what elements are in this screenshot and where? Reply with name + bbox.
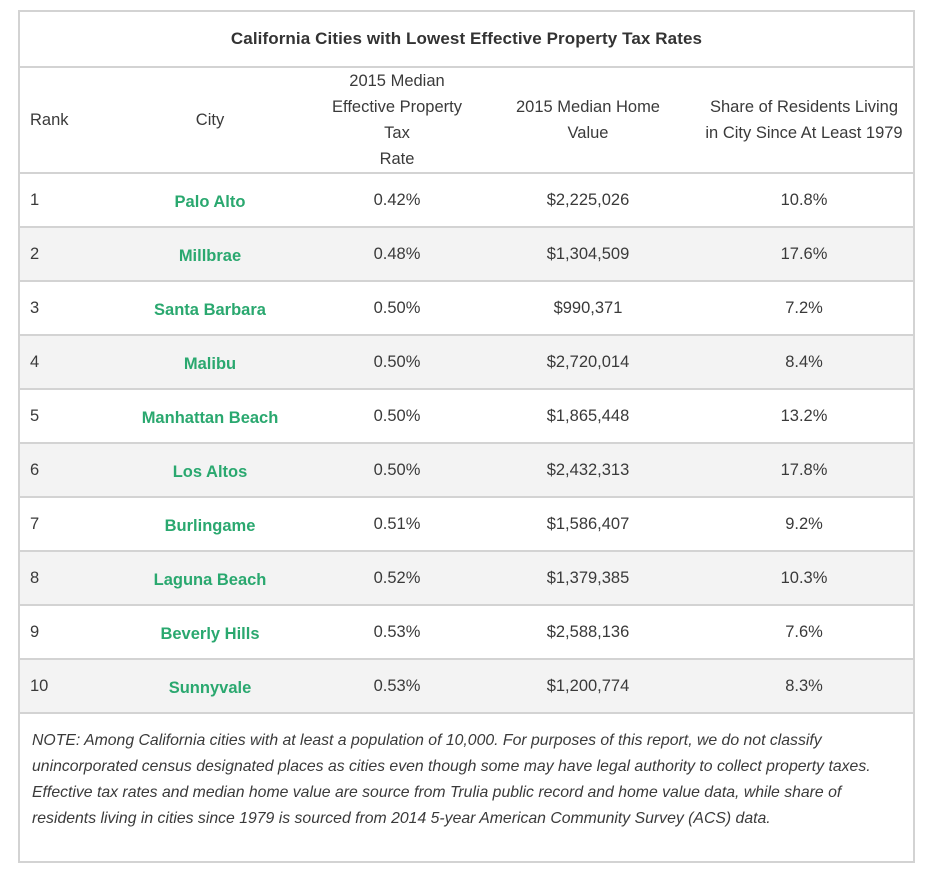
home-value-cell: $1,304,509 [546,244,630,263]
table-row: 1 Palo Alto 0.42% $2,225,026 10.8% [20,173,913,227]
share-cell: 10.3% [780,568,828,587]
home-value-cell: $1,379,385 [546,568,630,587]
rank-cell: 8 [30,568,40,587]
city-link[interactable]: Manhattan Beach [141,408,279,427]
home-value-cell: $2,432,313 [546,460,630,479]
home-value-cell: $2,588,136 [546,622,630,641]
header-home-value: 2015 Median Home Value [515,98,660,142]
header-rank: Rank [30,111,69,129]
table-row: 7 Burlingame 0.51% $1,586,407 9.2% [20,497,913,551]
rank-cell: 5 [30,406,40,425]
city-link[interactable]: Palo Alto [174,192,246,211]
rank-cell: 9 [30,622,40,641]
share-cell: 7.2% [785,298,823,317]
rank-cell: 6 [30,460,40,479]
share-cell: 7.6% [785,622,823,641]
table-header-row: Rank City 2015 Median Effective Property… [20,68,913,173]
table-row: 8 Laguna Beach 0.52% $1,379,385 10.3% [20,551,913,605]
table-row: 10 Sunnyvale 0.53% $1,200,774 8.3% [20,659,913,713]
table-row: 9 Beverly Hills 0.53% $2,588,136 7.6% [20,605,913,659]
tax-rate-cell: 0.52% [373,568,421,587]
tax-rate-cell: 0.53% [373,676,421,695]
tax-rate-cell: 0.50% [373,406,421,425]
share-cell: 17.8% [780,460,828,479]
tax-rate-table: Rank City 2015 Median Effective Property… [20,68,913,714]
city-link[interactable]: Beverly Hills [160,624,260,643]
header-city: City [195,111,225,129]
header-share-residents: Share of Residents Living in City Since … [705,98,903,142]
share-cell: 8.3% [785,676,823,695]
rank-cell: 2 [30,244,40,263]
table-title: California Cities with Lowest Effective … [20,12,913,68]
city-link[interactable]: Sunnyvale [168,678,252,697]
tax-rate-cell: 0.48% [373,244,421,263]
rank-cell: 3 [30,298,40,317]
rank-cell: 1 [30,190,40,209]
tax-rate-cell: 0.50% [373,460,421,479]
share-cell: 10.8% [780,190,828,209]
rank-cell: 4 [30,352,40,371]
rank-cell: 7 [30,514,40,533]
table-row: 2 Millbrae 0.48% $1,304,509 17.6% [20,227,913,281]
header-tax-rate: 2015 Median Effective Property Tax Rate [332,72,462,168]
share-cell: 17.6% [780,244,828,263]
share-cell: 8.4% [785,352,823,371]
tax-rate-cell: 0.42% [373,190,421,209]
city-link[interactable]: Laguna Beach [153,570,267,589]
home-value-cell: $1,586,407 [546,514,630,533]
tax-rate-table-card: California Cities with Lowest Effective … [18,10,915,863]
tax-rate-cell: 0.53% [373,622,421,641]
tax-rate-cell: 0.50% [373,298,421,317]
table-row: 4 Malibu 0.50% $2,720,014 8.4% [20,335,913,389]
share-cell: 9.2% [785,514,823,533]
home-value-cell: $1,865,448 [546,406,630,425]
table-footnote: NOTE: Among California cities with at le… [32,732,871,827]
city-link[interactable]: Burlingame [164,516,256,535]
table-row: 6 Los Altos 0.50% $2,432,313 17.8% [20,443,913,497]
rank-cell: 10 [30,676,49,695]
city-link[interactable]: Millbrae [178,246,242,265]
city-link[interactable]: Los Altos [172,462,248,481]
table-row: 3 Santa Barbara 0.50% $990,371 7.2% [20,281,913,335]
home-value-cell: $2,225,026 [546,190,630,209]
home-value-cell: $2,720,014 [546,352,630,371]
home-value-cell: $990,371 [553,298,623,317]
share-cell: 13.2% [780,406,828,425]
home-value-cell: $1,200,774 [546,676,630,695]
table-row: 5 Manhattan Beach 0.50% $1,865,448 13.2% [20,389,913,443]
city-link[interactable]: Santa Barbara [154,300,266,319]
city-link[interactable]: Malibu [183,354,237,373]
tax-rate-cell: 0.50% [373,352,421,371]
tax-rate-cell: 0.51% [373,514,421,533]
